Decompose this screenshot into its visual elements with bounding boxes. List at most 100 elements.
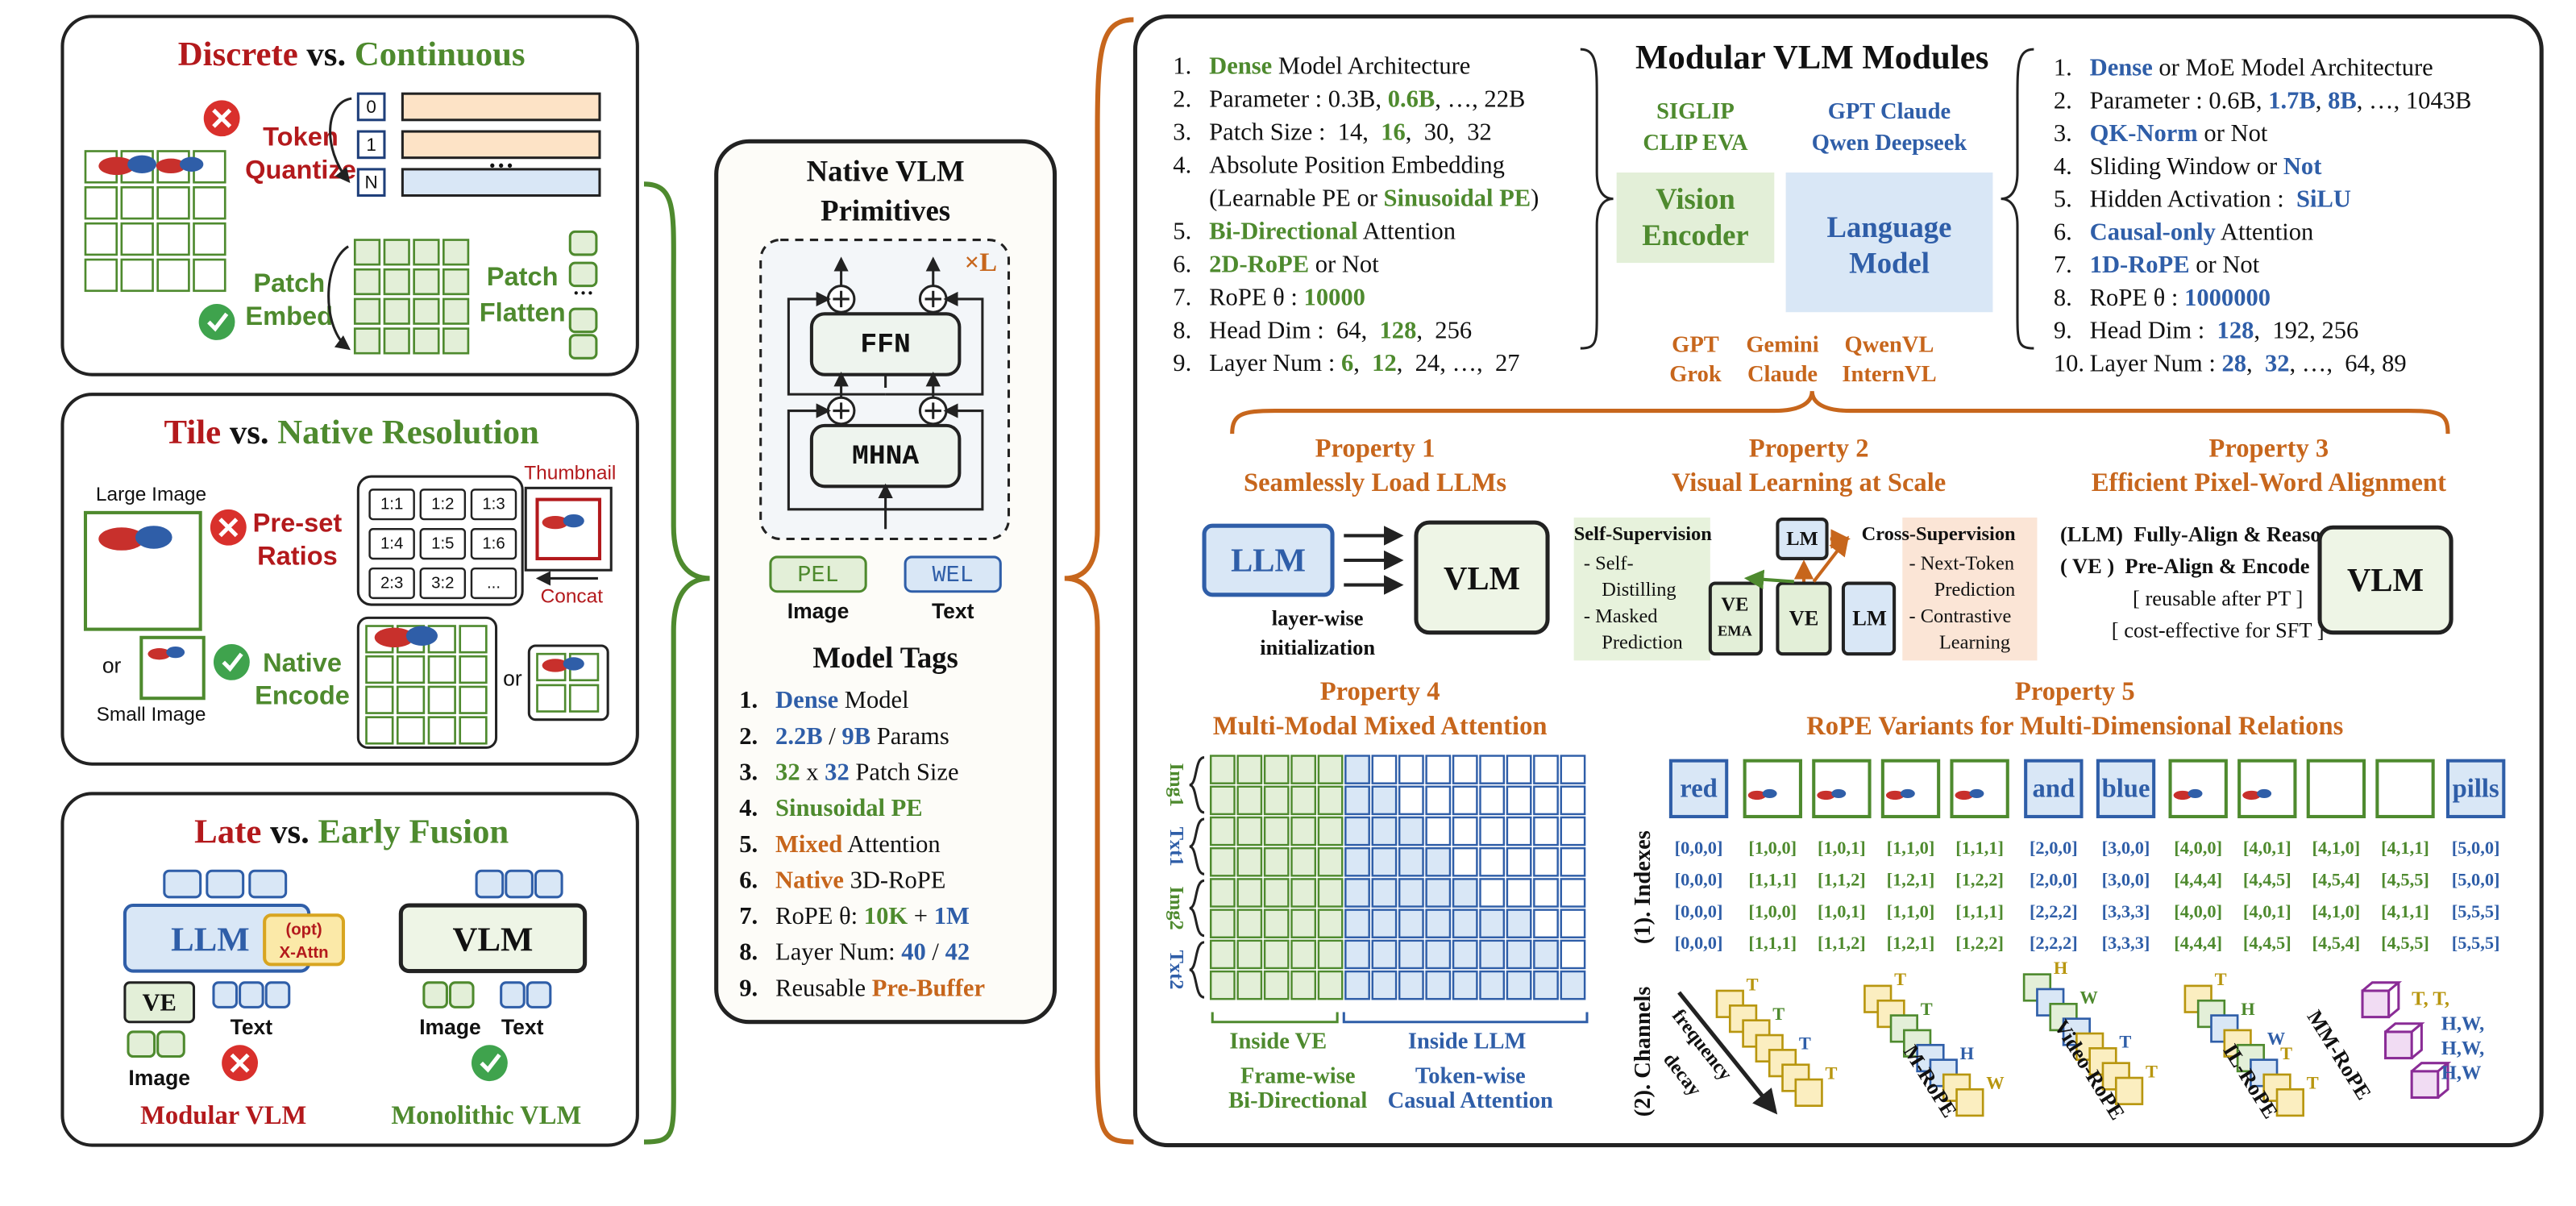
text-segment: Parameter : 0.3B, [1209,85,1388,112]
attention-cell [1317,878,1344,908]
text-segment: or Not [1309,250,1379,277]
pill-image [98,527,145,551]
brace [1064,17,1134,1145]
label: Patch [487,261,559,291]
label: T [1826,1063,1838,1083]
label: Txt2 [1165,950,1187,990]
text-segment: Layer Num : [2090,349,2222,376]
label: initialization [1260,635,1375,659]
label: [3,3,3] [2102,933,2150,953]
patch-cell [156,258,190,293]
label: 1:3 [482,496,505,514]
attention-cell [1263,909,1290,938]
attention-cell [1506,816,1532,846]
label: [1,2,1] [1887,870,1935,890]
pill-image [1747,790,1767,801]
text-segment: vs. [298,35,355,73]
label: H,W, [2441,1038,2484,1059]
text-line: Layer Num : 6, 12, 24, …, 27 [1209,349,1519,376]
label: T [1747,974,1759,994]
brace [1189,817,1205,875]
label: Property 4 [1320,677,1440,706]
label: Bi-Directional [1228,1088,1367,1113]
label: 9. [739,974,758,1001]
box [401,130,601,160]
label: LM [1786,528,1818,550]
label: Learning [1939,631,2010,653]
text-line: Parameter : 0.3B, 0.6B, …, 22B [1209,85,1525,112]
label: Inside LLM [1408,1029,1527,1054]
attention-cell [1371,755,1398,784]
patch-cell [84,222,118,256]
token [422,981,448,1008]
text-segment: Dense [775,686,838,713]
attention-cell [1344,816,1370,846]
attention-cell [1506,878,1532,908]
label: QwenVL [1845,333,1934,358]
label: H,W, [2441,1013,2484,1034]
attention-cell [1317,816,1344,846]
attention-cell [1452,755,1478,784]
attention-cell [1560,755,1586,784]
label: ... [487,575,501,593]
text-segment: , …, 22B [1435,85,1525,112]
text-line: (Learnable PE or Sinusoidal PE) [1209,184,1539,211]
label: (2). Channels [1631,987,1656,1117]
text-segment: Layer Num : [1209,349,1341,376]
label: 1:6 [482,535,505,553]
patch-cell [353,239,381,266]
attention-cell [1479,970,1506,1000]
attention-cell [1317,755,1344,784]
thumbnail [535,497,602,561]
label: 8. [739,938,758,966]
attention-cell [1533,878,1559,908]
ratio-cell [368,528,415,560]
patch-cell [84,258,118,293]
label: T [1894,969,1906,989]
attention-cell [1344,755,1370,784]
text-segment: vs. [261,813,318,850]
label: Large Image [96,484,206,505]
attention-cell [1398,909,1424,938]
text-line: Patch Size : 14, 16, 30, 32 [1209,118,1492,145]
text-segment: , …, 1043B [2357,86,2472,114]
attention-cell [1371,878,1398,908]
text-line: RoPE θ : 1000000 [2090,284,2271,311]
label: [4,5,5] [2381,933,2429,953]
attention-cell [1290,816,1317,846]
attention-cell [1236,846,1263,877]
attention-cell [1452,970,1478,1000]
label: Monolithic VLM [391,1101,581,1130]
attention-cell [1344,846,1370,877]
text-segment: RoPE θ : [1209,283,1303,310]
text-line: Discrete vs. Continuous [178,35,526,73]
text-segment: 0.6B [1388,85,1435,112]
label: Embed [245,301,333,331]
self-supervision-box [1573,518,1710,661]
text-line: Reusable Pre-Buffer [775,974,985,1001]
label: ( VE ) Pre-Align & Encode [2060,554,2310,578]
attention-cell [1371,785,1398,816]
label: [4,0,0] [2174,901,2222,921]
label: Vision [1656,182,1735,215]
label: 8. [1173,316,1191,343]
attention-cell [1452,846,1478,877]
attention-cell [1317,909,1344,938]
token [156,1030,185,1058]
attention-cell [1344,939,1370,970]
label: 1:5 [431,535,454,553]
text-segment: 10K [864,902,908,929]
brace [1580,48,1614,350]
label: - Next-Token [1909,553,2014,575]
label: Property 3 [2208,434,2329,463]
attention-cell [1317,970,1344,1000]
label: Native VLM [807,154,965,187]
label: VLM [453,921,534,959]
label: 1. [2054,54,2072,81]
attention-cell [1506,755,1532,784]
pill-image [1762,788,1777,799]
accept-icon [213,643,250,680]
text-line: Layer Num: 40 / 42 [775,938,970,966]
label: pills [2453,774,2499,803]
label: GPT Claude [1828,99,1951,124]
